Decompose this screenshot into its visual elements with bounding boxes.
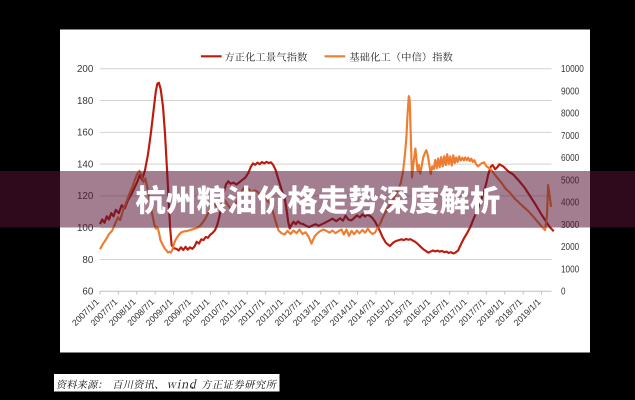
svg-text:180: 180 <box>77 96 94 107</box>
svg-text:140: 140 <box>77 160 94 171</box>
svg-text:0: 0 <box>561 287 566 298</box>
svg-text:80: 80 <box>82 255 93 266</box>
svg-text:60: 60 <box>82 287 93 298</box>
svg-text:1000: 1000 <box>561 264 580 275</box>
svg-text:8000: 8000 <box>561 109 580 120</box>
svg-text:200: 200 <box>77 64 94 75</box>
svg-text:100: 100 <box>77 223 94 234</box>
svg-text:2000: 2000 <box>561 242 580 253</box>
svg-text:160: 160 <box>77 128 94 139</box>
svg-text:7000: 7000 <box>561 131 580 142</box>
svg-text:6000: 6000 <box>561 153 580 164</box>
svg-text:9000: 9000 <box>561 86 580 97</box>
svg-text:10000: 10000 <box>561 64 584 75</box>
